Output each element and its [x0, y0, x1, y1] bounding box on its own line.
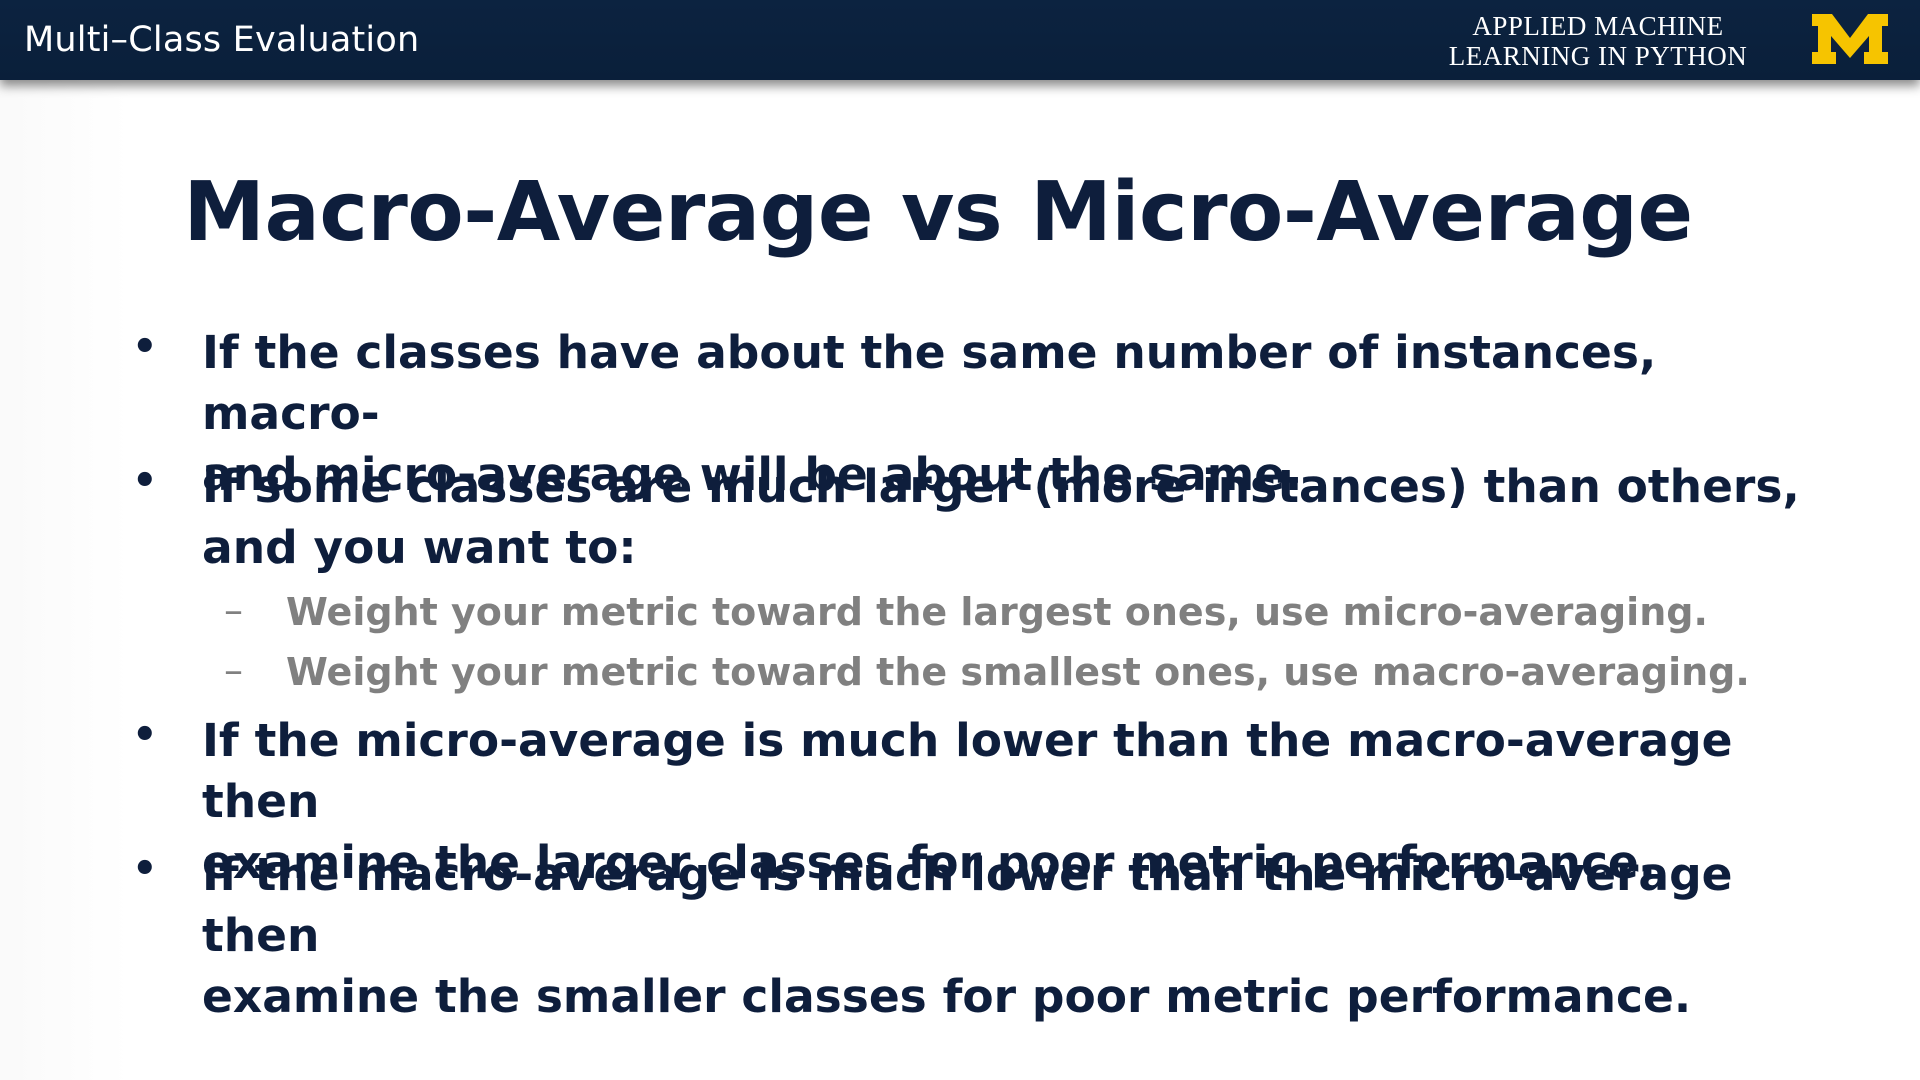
bullet-marker: • — [132, 712, 158, 758]
bullet-line: and you want to: — [202, 521, 637, 574]
lecture-title: Multi–Class Evaluation — [24, 20, 420, 60]
bullet-marker: • — [132, 458, 158, 504]
bullet-line: and micro-average will be about the same… — [202, 448, 1303, 501]
bullet-line: examine the larger classes for poor metr… — [202, 836, 1657, 889]
course-name: APPLIED MACHINE LEARNING IN PYTHON — [1428, 11, 1768, 71]
bullet-line: If the classes have about the same numbe… — [202, 326, 1657, 440]
university-block-m-logo — [1812, 14, 1888, 64]
bullet-marker: • — [132, 324, 158, 370]
bullet-item: If the classes have about the same numbe… — [202, 322, 1822, 505]
sub-bullet-item: Weight your metric toward the largest on… — [286, 590, 1708, 634]
course-name-line-2: LEARNING IN PYTHON — [1448, 41, 1748, 71]
bullet-marker: • — [132, 846, 158, 892]
slide-left-shade — [0, 80, 130, 1080]
sub-bullet-marker: – — [224, 648, 243, 692]
sub-bullet-item: Weight your metric toward the smallest o… — [286, 650, 1750, 694]
bullet-line: If the macro-average is much lower than … — [202, 848, 1733, 962]
bullet-line: examine the smaller classes for poor met… — [202, 970, 1692, 1023]
bullet-line: If the micro-average is much lower than … — [202, 714, 1733, 828]
bullet-line: If some classes are much larger (more in… — [202, 460, 1800, 513]
bullet-item: If some classes are much larger (more in… — [202, 456, 1822, 578]
header-bar: Multi–Class Evaluation APPLIED MACHINE L… — [0, 0, 1920, 80]
bullet-item: If the macro-average is much lower than … — [202, 844, 1822, 1027]
course-name-line-1: APPLIED MACHINE — [1472, 11, 1724, 41]
sub-bullet-marker: – — [224, 588, 243, 632]
slide-title: Macro-Average vs Micro-Average — [183, 165, 1693, 260]
bullet-item: If the micro-average is much lower than … — [202, 710, 1822, 893]
